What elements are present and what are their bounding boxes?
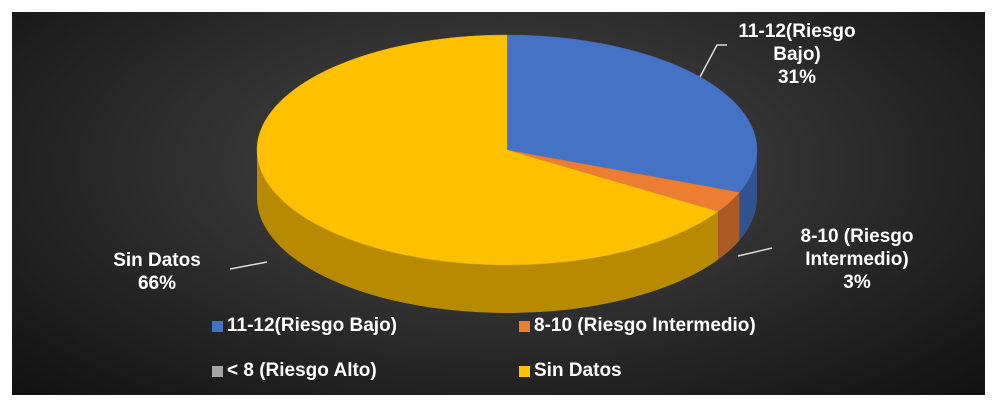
legend-swatch <box>212 320 223 332</box>
data-label: 8-10 (Riesgo Intermedio) 3% <box>757 225 957 294</box>
slice <box>256 34 719 266</box>
plot <box>229 34 773 313</box>
legend-label: 11-12(Riesgo Bajo) <box>227 315 397 336</box>
data-label: 11-12(Riesgo Bajo) 31% <box>717 20 877 89</box>
slice-side <box>718 192 740 260</box>
slice <box>506 34 758 193</box>
legend-label: 8-10 (Riesgo Intermedio) <box>534 315 756 336</box>
data-label-name: Sin Datos <box>113 250 201 271</box>
legend-label: < 8 (Riesgo Alto) <box>227 360 377 381</box>
slice-side <box>257 150 719 313</box>
leader-line <box>691 44 727 93</box>
data-label-name: 11-12(Riesgo Bajo) <box>738 21 856 65</box>
data-label-name: 8-10 (Riesgo Intermedio) <box>800 226 914 270</box>
leader-line <box>229 261 268 270</box>
legend-item: 11-12(Riesgo Bajo) <box>212 315 397 337</box>
data-label-value: 66% <box>137 273 177 294</box>
data-label-value: 3% <box>843 272 871 293</box>
legend-swatch <box>519 365 530 377</box>
legend-swatch <box>212 365 223 377</box>
legend-item: 8-10 (Riesgo Intermedio) <box>519 315 756 337</box>
legend-item: < 8 (Riesgo Alto) <box>212 360 377 382</box>
data-label: Sin Datos 66% <box>82 249 232 295</box>
legend-swatch <box>519 320 530 332</box>
legend-item: Sin Datos <box>519 360 622 382</box>
leader-line <box>737 247 773 257</box>
slice-side <box>739 150 757 241</box>
legend-label: Sin Datos <box>534 360 622 381</box>
chart: 11-12(Riesgo Bajo) 31% 8-10 (Riesgo Interm… <box>12 12 985 395</box>
data-label-value: 31% <box>777 67 817 88</box>
